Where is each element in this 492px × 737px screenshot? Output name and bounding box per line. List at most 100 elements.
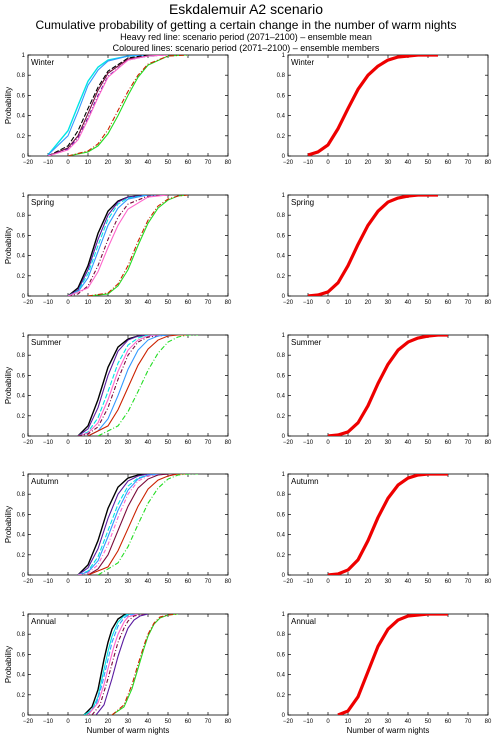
x-tick-label: 30 — [125, 160, 132, 166]
y-axis-label: Probability — [4, 506, 13, 543]
x-tick-label: 80 — [485, 160, 492, 166]
y-tick-label: 1 — [22, 472, 26, 478]
x-tick-label: 80 — [485, 440, 492, 446]
series-line-member — [87, 335, 188, 436]
x-tick-label: 30 — [385, 440, 392, 446]
x-tick-label: 70 — [465, 300, 472, 306]
x-tick-label: 0 — [326, 719, 330, 725]
x-tick-label: 50 — [165, 719, 172, 725]
x-tick-label: 20 — [105, 300, 112, 306]
x-tick-label: 80 — [225, 300, 232, 306]
series-line-member — [87, 474, 188, 575]
y-tick-label: 0 — [282, 573, 286, 579]
y-tick-label: 0.2 — [277, 693, 286, 699]
y-tick-label: 0.6 — [277, 652, 286, 658]
x-tick-label: 60 — [185, 719, 192, 725]
x-tick-label: 10 — [85, 719, 92, 725]
x-tick-label: 30 — [385, 579, 392, 585]
y-tick-label: 1 — [282, 193, 286, 199]
x-tick-label: 50 — [165, 440, 172, 446]
panel-annual-mean: −20 −10 0 10 20 30 40 50 60 70 80 0 0.2 0.4 0.6 0.8 1 Ann… — [277, 612, 492, 735]
y-tick-label: 0.2 — [277, 134, 286, 140]
series-line-member — [111, 614, 179, 715]
series-line-member — [67, 55, 189, 156]
series-group — [327, 335, 448, 436]
x-tick-label: 10 — [85, 160, 92, 166]
x-tick-label: 80 — [225, 719, 232, 725]
season-label: Spring — [31, 198, 54, 207]
season-label: Winter — [291, 58, 314, 67]
y-tick-label: 0.8 — [17, 632, 26, 638]
y-tick-label: 1 — [22, 193, 26, 199]
x-tick-label: 50 — [425, 300, 432, 306]
x-tick-label: 70 — [205, 300, 212, 306]
series-line-member — [67, 195, 168, 296]
chart-subtitle: Cumulative probability of getting a cert… — [35, 18, 457, 32]
x-tick-label: 60 — [445, 579, 452, 585]
panel-autumn-mean: −20 −10 0 10 20 30 40 50 60 70 80 0 0.2 0.4 0.6 0.8 1 Aut… — [277, 472, 492, 585]
series-line-member — [87, 195, 189, 296]
y-axis-label: Probability — [4, 646, 13, 683]
x-tick-label: 60 — [185, 160, 192, 166]
season-label: Summer — [291, 338, 322, 347]
series-line-member — [47, 55, 168, 156]
x-tick-label: −20 — [283, 579, 294, 585]
panel-annual-members: −20 −10 0 10 20 30 40 50 60 70 80 0 0.2 0.4 0.6 0.8 1 Ann… — [4, 612, 232, 735]
x-tick-label: −10 — [43, 160, 54, 166]
y-tick-label: 0.2 — [17, 414, 26, 420]
y-tick-label: 0.2 — [17, 553, 26, 559]
series-group — [47, 55, 189, 156]
series-line-member — [47, 55, 169, 156]
series-group — [77, 474, 198, 575]
x-tick-label: −20 — [23, 300, 34, 306]
x-tick-label: 20 — [365, 579, 372, 585]
y-tick-label: 0.8 — [277, 353, 286, 359]
series-line-member — [67, 195, 168, 296]
series-line-member — [97, 335, 198, 436]
x-tick-label: 20 — [105, 440, 112, 446]
panel-winter-members: −20 −10 0 10 20 30 40 50 60 70 80 0 0.2 0.4 0.6 0.8 1 Win… — [4, 53, 232, 166]
y-tick-label: 0.6 — [17, 512, 26, 518]
series-line-member — [67, 195, 168, 296]
y-tick-label: 0 — [22, 434, 26, 440]
series-line-member — [87, 614, 139, 715]
series-group — [337, 614, 448, 715]
y-tick-label: 0.2 — [17, 693, 26, 699]
panel-summer-members: −20 −10 0 10 20 30 40 50 60 70 80 0 0.2 0.4 0.6 0.8 1 Sum… — [4, 333, 232, 446]
x-tick-label: 80 — [485, 719, 492, 725]
y-tick-label: 0.8 — [17, 492, 26, 498]
x-tick-label: 10 — [345, 719, 352, 725]
series-line-member — [77, 335, 169, 436]
x-tick-label: 70 — [465, 579, 472, 585]
axes-frame — [27, 473, 229, 576]
x-axis-label: Number of warm nights — [87, 726, 170, 735]
x-tick-label: −10 — [43, 579, 54, 585]
series-line-member — [97, 474, 198, 575]
series-line-member — [47, 55, 169, 156]
x-tick-label: −20 — [23, 719, 34, 725]
x-axis-label: Number of warm nights — [347, 726, 430, 735]
series-line-member — [77, 335, 169, 436]
y-tick-label: 0 — [282, 294, 286, 300]
x-tick-label: 40 — [145, 160, 152, 166]
series-line-member — [67, 195, 169, 296]
x-tick-label: 70 — [465, 719, 472, 725]
y-tick-label: 0.6 — [277, 512, 286, 518]
y-tick-label: 1 — [282, 472, 286, 478]
y-tick-label: 0.6 — [17, 373, 26, 379]
y-tick-label: 0.6 — [17, 233, 26, 239]
x-tick-label: −10 — [303, 300, 314, 306]
series-line-member — [87, 474, 188, 575]
panel-spring-mean: −20 −10 0 10 20 30 40 50 60 70 80 0 0.2 0.4 0.6 0.8 1 Spr… — [277, 193, 492, 306]
x-tick-label: 30 — [125, 440, 132, 446]
x-tick-label: 10 — [345, 160, 352, 166]
x-tick-label: 60 — [445, 160, 452, 166]
x-tick-label: 50 — [165, 300, 172, 306]
x-tick-label: 40 — [405, 160, 412, 166]
x-tick-label: 70 — [465, 440, 472, 446]
x-tick-label: −20 — [283, 160, 294, 166]
x-tick-label: 20 — [105, 160, 112, 166]
y-tick-label: 0.4 — [277, 533, 286, 539]
y-tick-label: 0.6 — [17, 93, 26, 99]
x-tick-label: 60 — [445, 300, 452, 306]
